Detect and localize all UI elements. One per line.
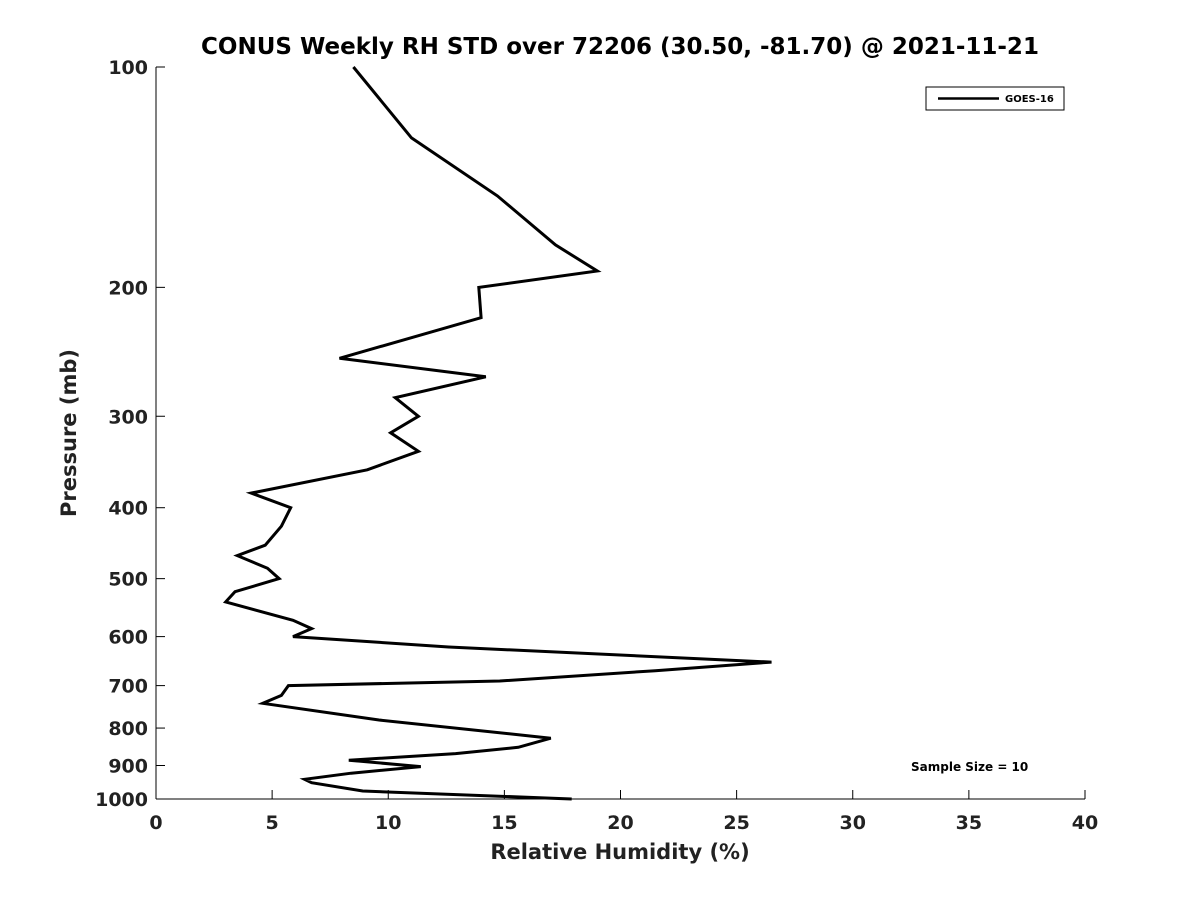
series-layer [222,66,772,801]
y-tick-label: 200 [108,277,148,299]
y-tick-label: 300 [108,406,148,428]
y-tick-label: 800 [108,718,148,740]
y-tick-label: 500 [108,569,148,591]
x-tick-label: 30 [840,812,866,834]
x-tick-label: 40 [1072,812,1098,834]
x-tick-label: 35 [956,812,982,834]
x-axis-label: Relative Humidity (%) [490,840,749,864]
y-tick-label: 600 [108,627,148,649]
chart-title: CONUS Weekly RH STD over 72206 (30.50, -… [201,34,1039,60]
x-tick-label: 20 [607,812,633,834]
legend-label-goes-16: GOES-16 [1005,94,1054,105]
axes: 0 5 10 15 20 25 30 35 40 100 200 300 400 500 600 700 800… [95,57,1098,834]
y-tick-label: 900 [108,756,148,778]
y-tick-label: 1000 [95,789,148,811]
y-tick-label: 100 [108,57,148,79]
y-tick-label: 400 [108,498,148,520]
legend: GOES-16 [925,86,1065,111]
sample-size-annotation: Sample Size = 10 [911,760,1028,774]
x-tick-label: 0 [149,812,162,834]
x-tick-label: 5 [266,812,279,834]
y-axis-label: Pressure (mb) [57,349,81,517]
y-tick-label: 700 [108,676,148,698]
x-tick-label: 10 [375,812,401,834]
series-line-goes-16 [222,66,772,801]
x-tick-label: 25 [723,812,749,834]
x-tick-label: 15 [491,812,517,834]
